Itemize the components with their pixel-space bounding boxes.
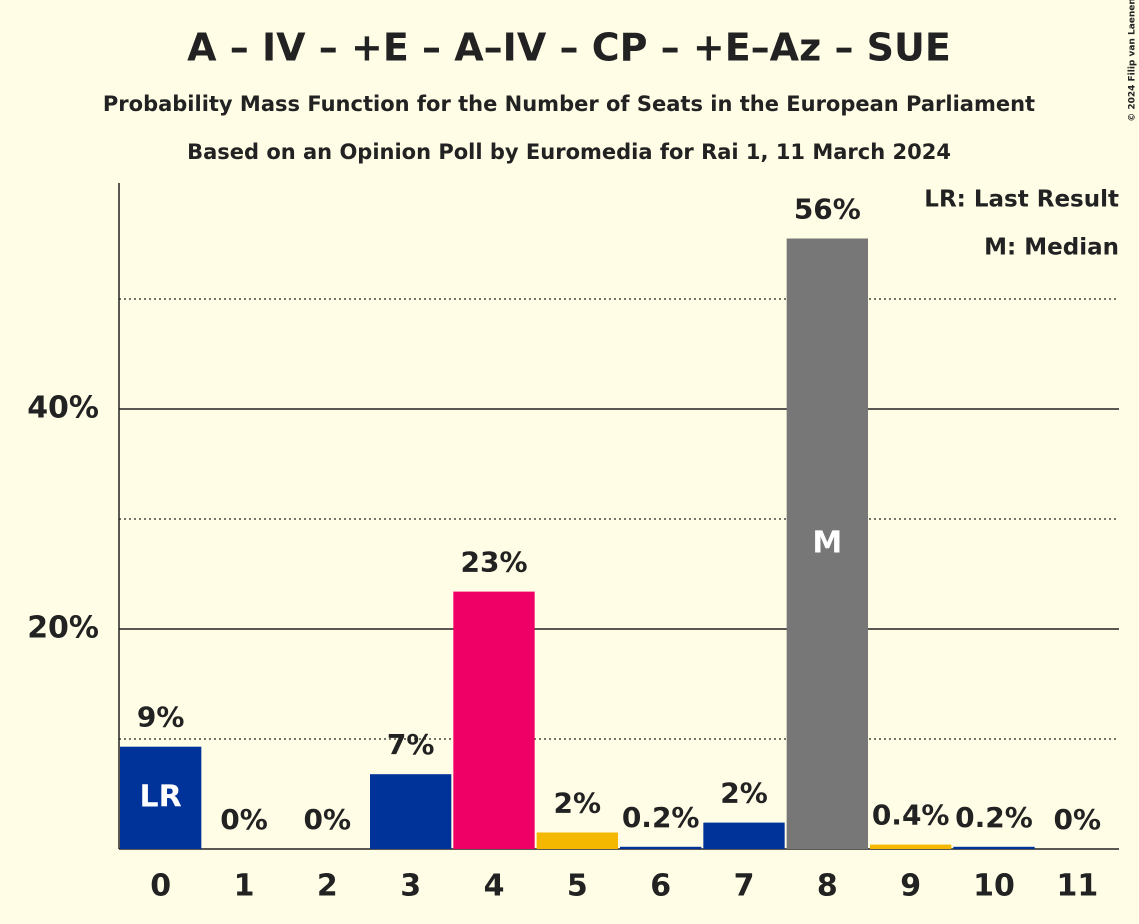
x-tick-label: 5 [567,869,588,904]
x-tick-label: 8 [817,869,838,904]
bar [620,846,702,849]
value-label: 2% [720,777,768,810]
value-label: 0.2% [622,801,700,834]
value-label: 23% [460,546,527,579]
bar [453,591,535,849]
legend-entry: M: Median [984,235,1119,261]
value-label: 0.4% [872,799,950,832]
bar [536,832,618,849]
bar [870,844,952,849]
value-label: 9% [137,701,185,734]
x-tick-label: 1 [234,869,255,904]
inner-label: M [812,525,842,560]
x-tick-label: 7 [734,869,755,904]
inner-label: LR [140,779,182,814]
x-tick-label: 11 [1056,869,1098,904]
value-label: 2% [554,787,602,820]
value-label: 7% [387,728,435,761]
chart-title: A – IV – +E – A–IV – CP – +E–Az – SUE [187,26,951,70]
value-label: 0% [1054,803,1102,836]
bar [786,238,868,849]
copyright: © 2024 Filip van Laenen [1128,0,1138,122]
chart-subtitle: Based on an Opinion Poll by Euromedia fo… [187,140,951,164]
x-tick-label: 2 [317,869,338,904]
legend-entry: LR: Last Result [924,187,1119,213]
value-label: 56% [794,193,861,226]
y-tick-label: 20% [27,611,99,646]
bar [370,774,452,849]
x-tick-label: 0 [150,869,171,904]
x-tick-label: 9 [900,869,921,904]
x-tick-label: 10 [973,869,1015,904]
value-label: 0% [304,803,352,836]
bar [953,846,1035,849]
value-label: 0.2% [955,801,1033,834]
x-tick-label: 4 [484,869,505,904]
bar [703,822,785,849]
bar [120,746,202,849]
y-tick-label: 40% [27,391,99,426]
x-tick-label: 6 [650,869,671,904]
chart-subtitle: Probability Mass Function for the Number… [103,92,1035,116]
value-label: 0% [220,803,268,836]
x-tick-label: 3 [400,869,421,904]
